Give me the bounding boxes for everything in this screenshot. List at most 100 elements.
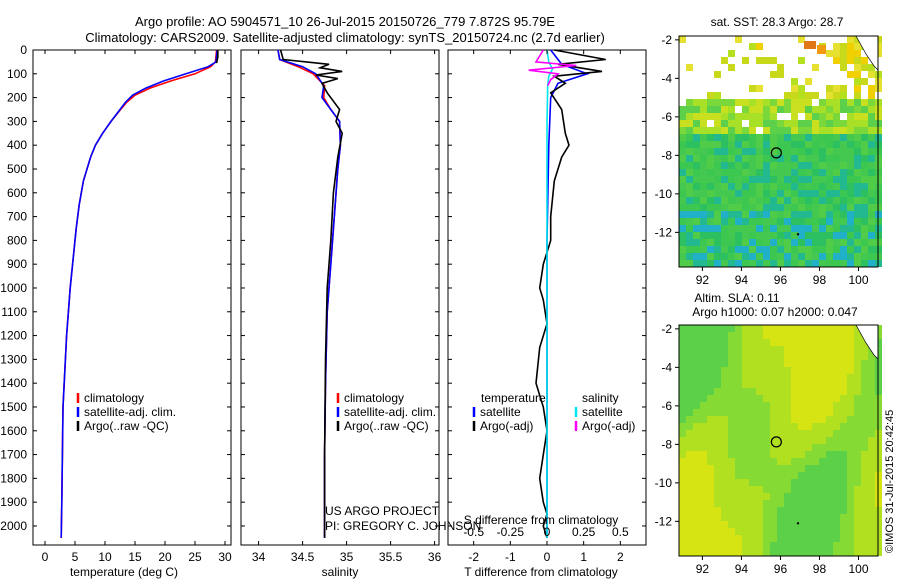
map-cell (784, 486, 791, 493)
map-cell (847, 339, 854, 346)
map-cell (756, 113, 763, 120)
map-cell (721, 423, 728, 430)
map-cell (791, 183, 798, 190)
x-axis-label: T difference from climatology (464, 565, 618, 579)
map-cell (777, 472, 784, 479)
map-cell (812, 141, 819, 148)
map-cell (763, 260, 770, 267)
map-cell (742, 239, 749, 246)
map-cell (805, 381, 812, 388)
map-cell (784, 99, 791, 106)
map-cell (847, 346, 854, 353)
map-cell (833, 197, 840, 204)
map-cell (742, 367, 749, 374)
map-cell (854, 549, 861, 556)
map-cell (770, 99, 777, 106)
map-cell (868, 353, 875, 360)
map-cell (700, 367, 707, 374)
map-cell (847, 507, 854, 514)
map-cell (679, 134, 686, 141)
map-cell (721, 155, 728, 162)
map-cell (742, 451, 749, 458)
map-cell (854, 423, 861, 430)
map-cell (721, 542, 728, 549)
map-cell (861, 134, 868, 141)
map-cell (679, 507, 686, 514)
map-cell (798, 346, 805, 353)
map-cell (749, 134, 756, 141)
map-cell (749, 169, 756, 176)
map-cell (742, 127, 749, 134)
map-cell (812, 113, 819, 120)
map-cell (847, 225, 854, 232)
map-cell (812, 169, 819, 176)
map-cell (728, 388, 735, 395)
legend-label: Argo(..raw -QC) (84, 419, 169, 433)
map-cell (819, 253, 826, 260)
map-cell (742, 148, 749, 155)
map-cell (784, 232, 791, 239)
map-cell (700, 225, 707, 232)
map-cell (707, 106, 714, 113)
map-cell (700, 381, 707, 388)
map-cell (854, 176, 861, 183)
map-cell (784, 339, 791, 346)
map-cell (777, 141, 784, 148)
series-line-argo-raw-qc (215, 50, 219, 64)
map-cell (868, 253, 875, 260)
map-cell (847, 239, 854, 246)
map-cell (770, 430, 777, 437)
map-subtitle: Argo h1000: 0.07 h2000: 0.047 (692, 305, 858, 319)
map-cell (693, 204, 700, 211)
series-line-t-argo-adj (535, 49, 606, 539)
map-cell (714, 353, 721, 360)
map-cell (798, 535, 805, 542)
legend-label: satellite-adj. clim. (344, 405, 436, 419)
map-cell (819, 232, 826, 239)
map-cell (798, 141, 805, 148)
map-cell (707, 374, 714, 381)
y-tick-label: -6 (661, 110, 672, 124)
map-cell (805, 430, 812, 437)
map-cell (679, 155, 686, 162)
map-cell (868, 260, 875, 267)
map-cell (749, 402, 756, 409)
map-cell (854, 85, 861, 92)
map-cell (707, 253, 714, 260)
map-cell (847, 395, 854, 402)
map-cell (861, 253, 868, 260)
map-cell (742, 353, 749, 360)
map-cell (749, 500, 756, 507)
map-cell (784, 346, 791, 353)
map-cell (700, 246, 707, 253)
map-cell (679, 253, 686, 260)
map-cell (819, 246, 826, 253)
map-cell (749, 423, 756, 430)
map-cell (798, 218, 805, 225)
map-cell (770, 141, 777, 148)
map-cell (861, 367, 868, 374)
map-cell (742, 162, 749, 169)
map-cell (819, 360, 826, 367)
map-cell (819, 437, 826, 444)
map-cell (735, 402, 742, 409)
map-cell (805, 458, 812, 465)
map-cell (770, 514, 777, 521)
map-cell (812, 325, 819, 332)
map-cell (749, 535, 756, 542)
map-cell (749, 204, 756, 211)
map-cell (707, 493, 714, 500)
map-cell (756, 332, 763, 339)
map-cell (693, 134, 700, 141)
map-cell (854, 106, 861, 113)
map-cell (707, 444, 714, 451)
map-cell (756, 542, 763, 549)
map-cell (854, 367, 861, 374)
map-cell (735, 211, 742, 218)
map-cell (770, 535, 777, 542)
map-cell (728, 176, 735, 183)
map-cell (770, 332, 777, 339)
map-cell (868, 437, 875, 444)
map-cell (805, 423, 812, 430)
